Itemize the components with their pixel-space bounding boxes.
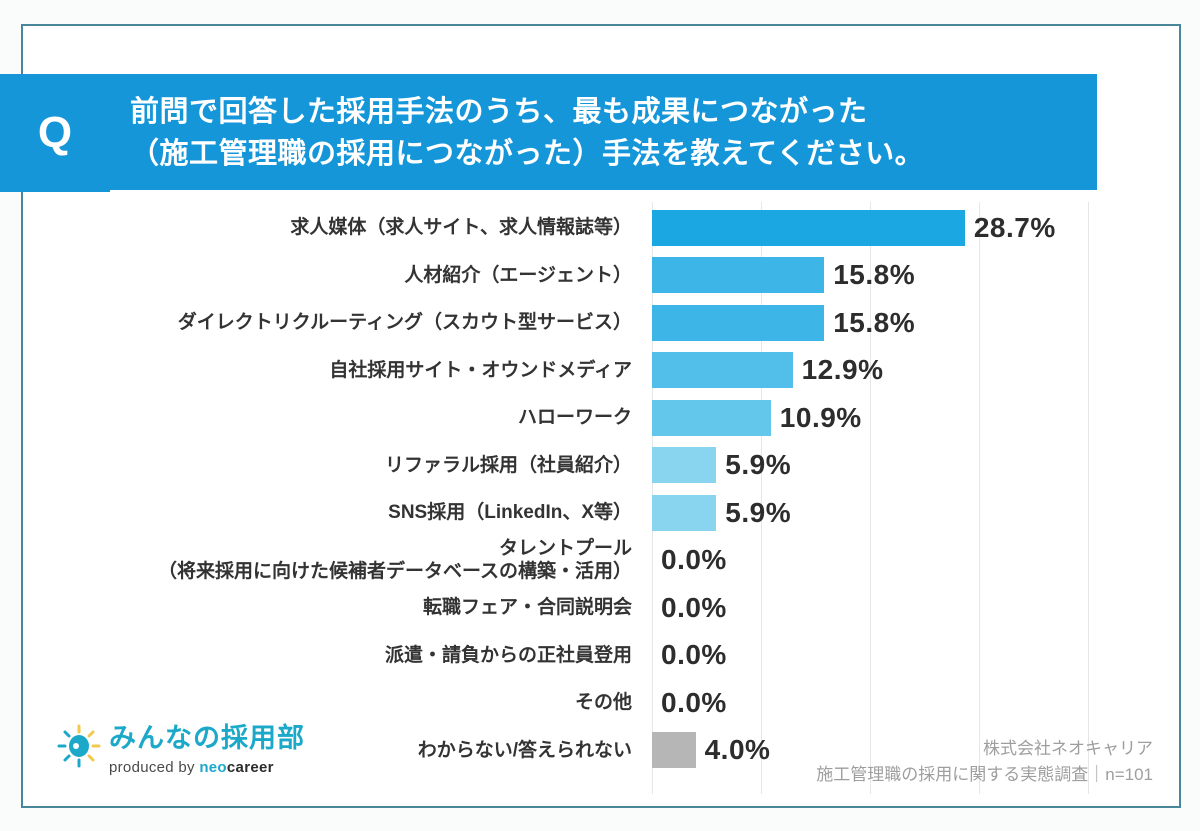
brand-name: みんなの採用部	[109, 723, 305, 753]
bar-track: 28.7%	[652, 209, 1159, 246]
bar-chart: 求人媒体（求人サイト、求人情報誌等） 28.7% 人材紹介（エージェント） 15…	[23, 202, 1159, 794]
bar-track: 5.9%	[652, 447, 1159, 484]
category-label: 派遣・請負からの正社員登用	[384, 644, 632, 666]
source-attribution: 株式会社ネオキャリア 施工管理職の採用に関する実態調査｜n=101	[816, 736, 1153, 788]
category-label: ハローワーク	[517, 407, 632, 429]
value-label: 0.0%	[661, 686, 727, 718]
value-label: 5.9%	[725, 449, 792, 481]
value-label: 15.8%	[833, 306, 916, 338]
sun-logo-icon	[57, 724, 101, 768]
category-label: リファラル採用（社員紹介）	[384, 454, 632, 476]
chart-row: ハローワーク 10.9%	[23, 394, 1159, 442]
survey-card: Q 前問で回答した採用手法のうち、最も成果につながった （施工管理職の採用につな…	[0, 24, 1181, 808]
value-label: 10.9%	[779, 401, 862, 433]
chart-row: 自社採用サイト・オウンドメディア 12.9%	[23, 347, 1159, 395]
source-survey: 施工管理職の採用に関する実態調査｜n=101	[816, 765, 1153, 784]
value-label: 12.9%	[801, 354, 884, 386]
brand-logo: みんなの採用部 produced by neocareer	[57, 722, 305, 776]
chart-row: その他 0.0%	[23, 679, 1159, 727]
chart-row: タレントプール （将来採用に向けた候補者データベースの構築・活用） 0.0%	[23, 537, 1159, 585]
chart-row: 転職フェア・合同説明会 0.0%	[23, 584, 1159, 632]
bar-track: 10.9%	[652, 399, 1159, 436]
category-label: 人材紹介（エージェント）	[404, 264, 632, 286]
bar	[652, 399, 771, 436]
bar-track: 0.0%	[652, 685, 1159, 721]
logo-text: みんなの採用部 produced by neocareer	[109, 722, 305, 776]
chart-row: リファラル採用（社員紹介） 5.9%	[23, 442, 1159, 490]
value-label: 15.8%	[833, 259, 916, 291]
bar	[652, 732, 696, 769]
producer-career: career	[226, 759, 274, 776]
bar-track: 0.0%	[652, 590, 1159, 626]
bar	[652, 304, 825, 341]
category-label: 自社採用サイト・オウンドメディア	[329, 359, 632, 381]
value-label: 0.0%	[661, 639, 727, 671]
question-line1: 前問で回答した採用手法のうち、最も成果につながった	[130, 96, 868, 128]
chart-row: 求人媒体（求人サイト、求人情報誌等） 28.7%	[23, 204, 1159, 252]
chart-row: わからない/答えられない 4.0%	[23, 727, 1159, 775]
chart-row: SNS採用（LinkedIn、X等） 5.9%	[23, 489, 1159, 537]
bar-track: 5.9%	[652, 494, 1159, 531]
value-label: 4.0%	[704, 734, 771, 766]
question-badge: Q	[0, 74, 110, 192]
value-label: 28.7%	[973, 211, 1056, 243]
produced-by: produced by neocareer	[109, 759, 305, 776]
question-line2: （施工管理職の採用につながった）手法を教えてください。	[130, 138, 925, 170]
bar	[652, 257, 825, 294]
question-header: 前問で回答した採用手法のうち、最も成果につながった （施工管理職の採用につながっ…	[103, 74, 1097, 190]
chart-row: 派遣・請負からの正社員登用 0.0%	[23, 632, 1159, 680]
bar-track: 15.8%	[652, 304, 1159, 341]
category-label: 求人媒体（求人サイト、求人情報誌等）	[290, 217, 632, 239]
bar-track: 15.8%	[652, 257, 1159, 294]
bar	[652, 209, 965, 246]
bar-track: 0.0%	[652, 542, 1159, 578]
producer-neo: neo	[199, 759, 227, 776]
chart-rows: 求人媒体（求人サイト、求人情報誌等） 28.7% 人材紹介（エージェント） 15…	[23, 204, 1159, 774]
bar-track: 0.0%	[652, 637, 1159, 673]
bar	[652, 447, 717, 484]
category-label: ダイレクトリクルーティング（スカウト型サービス）	[177, 312, 632, 334]
category-label: その他	[574, 692, 632, 714]
value-label: 0.0%	[661, 591, 727, 623]
bar	[652, 352, 793, 389]
category-label: わからない/答えられない	[417, 739, 632, 761]
value-label: 5.9%	[725, 496, 792, 528]
value-label: 0.0%	[661, 544, 727, 576]
chart-row: 人材紹介（エージェント） 15.8%	[23, 252, 1159, 300]
category-label: SNS採用（LinkedIn、X等）	[388, 502, 632, 524]
category-label: 転職フェア・合同説明会	[422, 597, 632, 619]
bar	[652, 494, 717, 531]
category-label: タレントプール （将来採用に向けた候補者データベースの構築・活用）	[157, 538, 632, 583]
bar-track: 4.0%	[652, 732, 1159, 769]
bar-track: 12.9%	[652, 352, 1159, 389]
source-company: 株式会社ネオキャリア	[983, 739, 1153, 758]
chart-row: ダイレクトリクルーティング（スカウト型サービス） 15.8%	[23, 299, 1159, 347]
produced-prefix: produced by	[109, 759, 200, 776]
